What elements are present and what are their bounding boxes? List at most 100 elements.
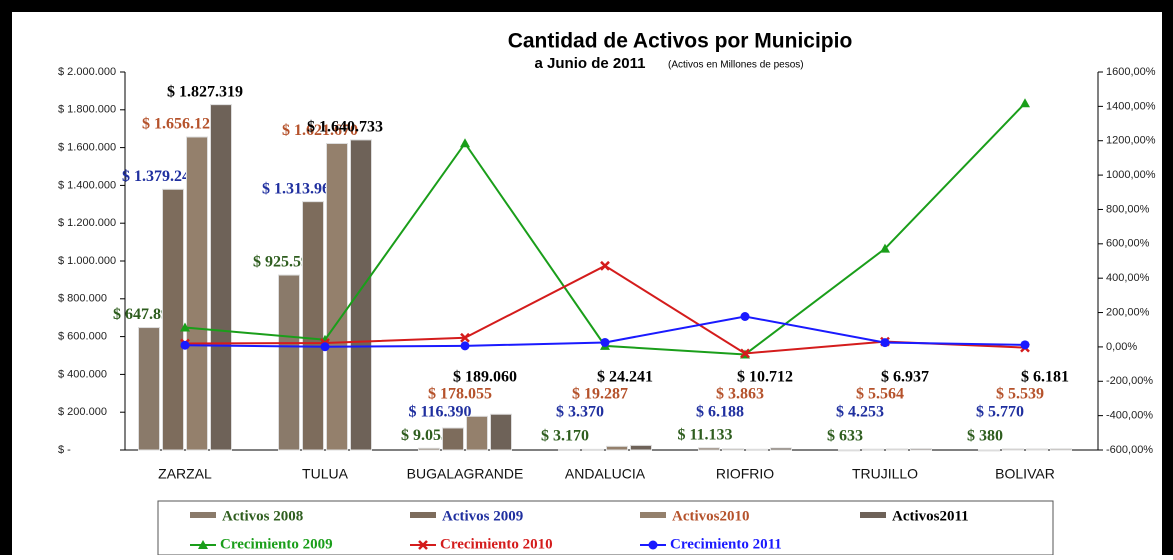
x-tick-label: RIOFRIO	[716, 466, 774, 482]
bar	[350, 139, 372, 451]
value-label: $ 3.863	[716, 386, 764, 403]
value-label: $ 5.539	[996, 386, 1044, 403]
bar	[886, 448, 908, 451]
y-tick-label: $ 2.000.000	[58, 66, 116, 78]
marker	[600, 260, 610, 271]
legend-swatch	[640, 512, 666, 518]
value-label: $ 189.060	[453, 369, 517, 386]
legend-label: Crecimiento 2009	[220, 536, 333, 552]
value-label: $ 1.827.319	[167, 83, 243, 100]
bar	[722, 448, 744, 451]
y2-tick-label: 800,00%	[1106, 203, 1150, 215]
bar	[210, 104, 232, 451]
bar	[1026, 448, 1048, 451]
y2-tick-label: -400,00%	[1106, 410, 1153, 422]
y-tick-label: $ -	[58, 444, 71, 456]
bar	[770, 447, 792, 451]
value-label: $ 6.181	[1021, 369, 1069, 386]
bar	[698, 447, 720, 451]
legend-label: Activos2010	[672, 508, 750, 524]
bar	[978, 449, 1000, 452]
marker	[180, 340, 190, 350]
value-label: $ 633	[827, 428, 863, 445]
value-label: $ 19.287	[572, 386, 628, 403]
y2-tick-label: 400,00%	[1106, 272, 1150, 284]
bar	[558, 448, 580, 451]
value-label: $ 3.370	[556, 404, 604, 421]
marker	[460, 138, 470, 148]
value-label: $ 24.241	[597, 369, 653, 386]
marker	[880, 338, 890, 348]
y2-tick-label: 1600,00%	[1106, 66, 1156, 78]
bar	[862, 448, 884, 451]
value-label: $ 116.390	[408, 404, 471, 421]
y-tick-label: $ 400.000	[58, 368, 107, 380]
y2-tick-label: 0,00%	[1106, 341, 1137, 353]
y-tick-label: $ 1.800.000	[58, 104, 116, 116]
bar	[442, 427, 464, 451]
y2-tick-label: 1200,00%	[1106, 135, 1156, 147]
bar	[606, 445, 628, 451]
bar	[490, 413, 512, 451]
legend-label: Crecimiento 2011	[670, 536, 782, 552]
bar	[746, 448, 768, 451]
y2-tick-label: 1000,00%	[1106, 169, 1156, 181]
marker	[880, 243, 890, 253]
value-label: $ 11.133	[677, 427, 732, 444]
y-tick-label: $ 600.000	[58, 331, 107, 343]
bar	[630, 444, 652, 451]
y2-tick-label: -200,00%	[1106, 375, 1153, 387]
value-label: $ 380	[967, 428, 1003, 445]
y2-tick-label: 1400,00%	[1106, 100, 1156, 112]
y-tick-label: $ 1.600.000	[58, 142, 116, 154]
value-label: $ 6.188	[696, 404, 744, 421]
value-label: $ 10.712	[737, 369, 793, 386]
chart-title: Cantidad de Activos por Municipio	[508, 30, 853, 53]
y2-tick-label: 600,00%	[1106, 238, 1150, 250]
marker	[320, 342, 330, 352]
bar	[910, 448, 932, 451]
legend-label: Crecimiento 2010	[440, 536, 553, 552]
marker	[460, 341, 470, 351]
subtitle-note: (Activos en Millones de pesos)	[668, 60, 804, 71]
bar	[326, 143, 348, 451]
marker	[740, 311, 750, 321]
value-label: $ 5.770	[976, 404, 1024, 421]
value-label: $ 5.564	[856, 386, 904, 403]
y-tick-label: $ 1.200.000	[58, 217, 116, 229]
legend-swatch	[190, 512, 216, 518]
legend-swatch	[860, 512, 886, 518]
bar	[302, 201, 324, 451]
marker	[600, 337, 610, 347]
value-label: $ 1.656.123	[142, 116, 218, 133]
legend-label: Activos2011	[892, 508, 969, 524]
bar	[1050, 448, 1072, 451]
x-tick-label: TULUA	[302, 466, 349, 482]
value-label: $ 9.055	[401, 427, 449, 444]
value-label: $ 1.379.243	[122, 168, 198, 185]
y2-tick-label: -600,00%	[1106, 444, 1153, 456]
bar	[278, 274, 300, 451]
value-label: $ 6.937	[881, 369, 929, 386]
y2-tick-label: 200,00%	[1106, 306, 1150, 318]
bar	[162, 188, 184, 451]
x-tick-label: BOLIVAR	[995, 466, 1055, 482]
value-label: $ 925.591	[253, 254, 317, 271]
marker	[1020, 98, 1030, 108]
x-tick-label: ANDALUCIA	[565, 466, 646, 482]
bar	[418, 447, 440, 451]
y-tick-label: $ 1.400.000	[58, 179, 116, 191]
bar	[1002, 448, 1024, 451]
value-label: $ 4.253	[836, 404, 884, 421]
value-label: $ 1.621.670	[282, 122, 358, 139]
value-label: $ 178.055	[428, 386, 492, 403]
bar	[138, 327, 160, 451]
bar	[186, 136, 208, 451]
legend-marker	[198, 540, 208, 549]
marker	[180, 322, 190, 332]
value-label: $ 1.640.733	[307, 119, 383, 136]
legend-label: Activos 2009	[442, 508, 523, 524]
value-label: $ 3.170	[541, 428, 589, 445]
y-tick-label: $ 800.000	[58, 293, 107, 305]
